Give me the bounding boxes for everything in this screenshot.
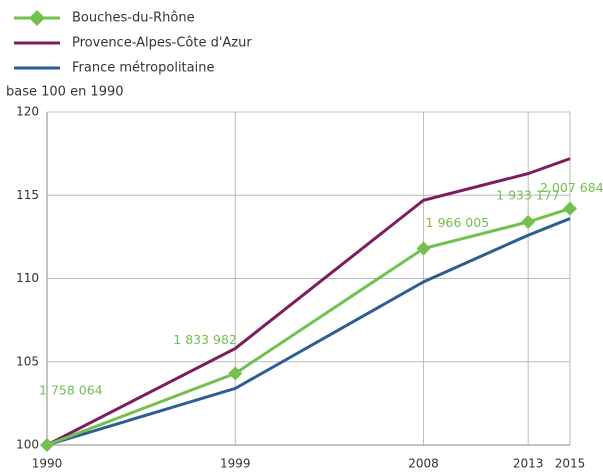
x-tick-label: 2015 — [555, 457, 586, 471]
marker — [521, 214, 536, 229]
x-tick-label: 2013 — [513, 457, 544, 471]
annotation: 1 758 064 — [39, 383, 103, 398]
legend-label: France métropolitaine — [72, 61, 214, 76]
annotation: 1 933 177 — [496, 187, 560, 202]
y-tick-label: 110 — [16, 271, 39, 285]
legend-label: Provence-Alpes-Côte d'Azur — [72, 36, 252, 51]
x-tick-label: 1990 — [32, 457, 63, 471]
y-tick-label: 115 — [16, 188, 39, 202]
series-line — [46, 217, 571, 447]
x-tick-label: 2008 — [408, 457, 439, 471]
annotation: 1 833 982 — [173, 332, 237, 347]
marker — [563, 201, 577, 216]
legend-label: Bouches-du-Rhône — [72, 11, 195, 26]
x-tick-label: 1999 — [220, 457, 251, 471]
annotation: 2 007 684 — [540, 180, 603, 195]
annotation: 1 966 005 — [426, 215, 490, 230]
marker — [228, 366, 243, 381]
series-line — [46, 157, 571, 447]
y-tick-label: 100 — [16, 438, 39, 452]
series-line — [46, 207, 571, 447]
y-tick-label: 105 — [16, 354, 39, 368]
y-axis-label: base 100 en 1990 — [6, 85, 124, 100]
marker — [40, 438, 54, 452]
marker — [416, 241, 431, 256]
y-tick-label: 120 — [16, 105, 39, 119]
legend-marker — [29, 10, 45, 26]
